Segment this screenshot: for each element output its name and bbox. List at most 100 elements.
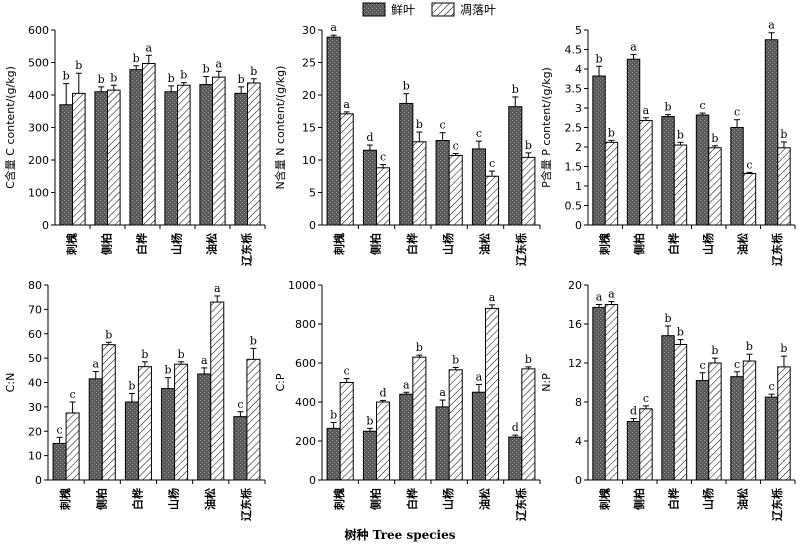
x-axis-title: 树种 Tree species	[344, 527, 455, 542]
significance-letter: a	[92, 358, 99, 371]
significance-letter: a	[216, 57, 223, 70]
significance-letter: c	[476, 127, 482, 140]
significance-letter: b	[525, 139, 532, 152]
bar-fresh	[730, 127, 744, 226]
y-tick-label: 600	[295, 357, 316, 370]
y-tick-label: 0	[575, 219, 582, 232]
significance-letter: b	[746, 340, 753, 353]
bar-fresh	[161, 388, 176, 481]
y-axis-label: C:N	[4, 373, 17, 393]
significance-letter: a	[439, 386, 446, 399]
bar-fresh	[661, 116, 675, 226]
y-tick-label: 16	[568, 318, 582, 331]
significance-letter: a	[489, 291, 496, 304]
significance-letter: c	[489, 157, 495, 170]
bar-litter	[485, 175, 500, 226]
bar-fresh	[471, 148, 487, 226]
bar-litter	[485, 307, 500, 481]
significance-letter: a	[608, 288, 615, 301]
y-tick-label: 4.5	[565, 44, 583, 57]
significance-letter: b	[133, 52, 140, 65]
category-label: 侧柏	[632, 488, 646, 510]
significance-letter: b	[608, 126, 615, 139]
y-tick-label: 1.5	[565, 161, 583, 174]
significance-letter: a	[214, 282, 221, 295]
significance-letter: c	[453, 140, 459, 153]
bar-litter	[376, 401, 391, 481]
y-axis-label: N含量 N content/(g/kg)	[273, 66, 287, 190]
significance-letter: b	[238, 73, 245, 86]
bar-fresh	[592, 75, 606, 226]
y-tick-label: 3.5	[565, 83, 583, 96]
significance-letter: b	[711, 132, 718, 145]
bar-fresh	[326, 36, 341, 226]
significance-letter: a	[330, 21, 337, 34]
bar-fresh	[399, 102, 414, 226]
legend: 鲜叶 凋落叶	[362, 2, 496, 17]
significance-letter: b	[416, 341, 423, 354]
significance-letter: b	[711, 344, 718, 357]
chart-panel-C: 0 100 200 300 400 500 600 C含量 C content/(g/kg) 刺…	[3, 24, 266, 266]
y-tick-label: 2.5	[565, 122, 583, 135]
significance-letter: b	[250, 334, 257, 347]
category-label: 辽东栎	[240, 233, 254, 266]
significance-letter: c	[734, 358, 740, 371]
category-label: 山杨	[701, 233, 715, 255]
bar-fresh	[124, 401, 139, 481]
legend-label-litter: 凋落叶	[460, 3, 496, 17]
y-tick-label: 3	[575, 102, 582, 115]
significance-letter: a	[630, 41, 637, 54]
category-label: 刺槐	[597, 488, 611, 511]
bar-litter	[639, 119, 653, 226]
significance-letter: b	[452, 353, 459, 366]
significance-letter: a	[643, 104, 650, 117]
y-tick-label: 1	[575, 180, 582, 193]
significance-letter: b	[677, 326, 684, 339]
bar-litter	[604, 304, 619, 481]
significance-letter: a	[596, 291, 603, 304]
bar-fresh	[399, 393, 414, 481]
y-tick-label: 20	[568, 279, 582, 292]
significance-letter: c	[56, 423, 62, 436]
bar-litter	[210, 301, 225, 481]
bar-fresh	[435, 406, 450, 481]
significance-letter: a	[403, 378, 410, 391]
chart-panel-P: 0 0.5 1 1.5 2 2.5 3 3.5 4 4.5 5 P含量 P content/(g/kg…	[539, 19, 796, 266]
bar-fresh	[88, 378, 103, 481]
significance-letter: b	[63, 70, 70, 83]
bar-fresh	[764, 396, 779, 481]
y-tick-label: 40	[28, 377, 42, 390]
significance-letter: b	[250, 65, 257, 78]
significance-letter: c	[643, 392, 649, 405]
category-label: 山杨	[701, 488, 715, 510]
significance-letter: b	[75, 59, 82, 72]
significance-letter: c	[70, 388, 76, 401]
bar-litter	[246, 358, 261, 481]
category-label: 侧柏	[632, 233, 646, 255]
significance-letter: a	[768, 19, 775, 32]
significance-letter: d	[366, 131, 373, 144]
category-label: 油松	[735, 233, 749, 255]
y-axis-label: C:P	[274, 373, 287, 391]
bar-litter	[521, 368, 536, 481]
y-tick-label: 800	[295, 318, 316, 331]
bar-litter	[412, 356, 427, 481]
bar-fresh	[233, 416, 248, 481]
bar-litter	[339, 113, 354, 226]
y-axis-label: N:P	[540, 373, 553, 392]
category-label: 刺槐	[58, 488, 72, 511]
y-tick-label: 10	[302, 154, 316, 167]
y-tick-label: 4	[575, 435, 582, 448]
category-label: 刺槐	[332, 233, 346, 256]
bar-litter	[376, 167, 391, 226]
y-tick-label: 70	[28, 303, 42, 316]
category-label: 山杨	[170, 233, 184, 255]
significance-letter: c	[237, 398, 243, 411]
significance-letter: b	[780, 128, 787, 141]
category-label: 侧柏	[369, 233, 383, 255]
category-label: 油松	[735, 488, 749, 510]
bar-fresh	[730, 376, 744, 481]
significance-letter: b	[677, 128, 684, 141]
bar-fresh	[626, 421, 641, 481]
bar-litter	[604, 141, 619, 226]
